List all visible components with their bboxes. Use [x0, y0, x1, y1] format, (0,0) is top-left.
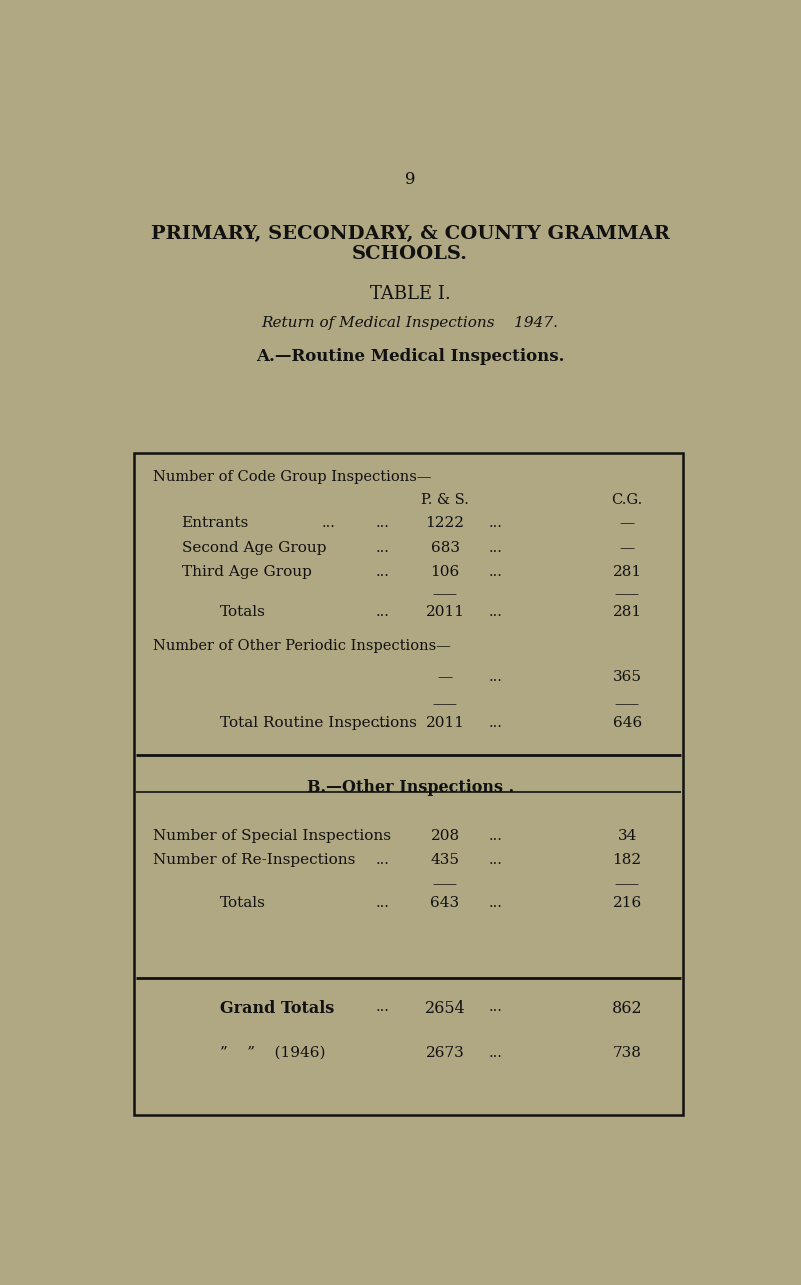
Text: 2011: 2011	[425, 605, 465, 619]
Text: ...: ...	[489, 1000, 502, 1014]
Text: ”    ”    (1946): ” ” (1946)	[220, 1046, 326, 1060]
Text: Number of Code Group Inspections—: Number of Code Group Inspections—	[153, 470, 431, 484]
Text: TABLE I.: TABLE I.	[370, 285, 450, 303]
Text: 2673: 2673	[425, 1046, 465, 1060]
Text: ...: ...	[376, 517, 390, 531]
Text: —: —	[619, 541, 634, 555]
Text: Number of Re-Inspections: Number of Re-Inspections	[153, 853, 355, 867]
Text: ——: ——	[614, 698, 640, 711]
Text: Second Age Group: Second Age Group	[182, 541, 326, 555]
Text: ...: ...	[376, 605, 390, 619]
Text: 2011: 2011	[425, 716, 465, 730]
Text: Entrants: Entrants	[182, 517, 249, 531]
Text: Return of Medical Inspections    1947.: Return of Medical Inspections 1947.	[262, 316, 558, 330]
Text: 2654: 2654	[425, 1000, 465, 1016]
Text: —: —	[619, 517, 634, 531]
Text: ...: ...	[489, 669, 502, 684]
Text: ...: ...	[489, 517, 502, 531]
Text: ...: ...	[322, 517, 336, 531]
Text: 208: 208	[430, 829, 460, 843]
Text: ...: ...	[376, 565, 390, 580]
Text: ...: ...	[489, 829, 502, 843]
Text: 646: 646	[613, 716, 642, 730]
Text: ——: ——	[614, 589, 640, 601]
Text: ...: ...	[489, 897, 502, 911]
Text: ——: ——	[614, 878, 640, 891]
Text: ——: ——	[433, 878, 457, 891]
Text: C.G.: C.G.	[611, 493, 642, 508]
Text: Third Age Group: Third Age Group	[182, 565, 312, 580]
Bar	[135, 452, 683, 1115]
Text: ...: ...	[376, 716, 390, 730]
Text: ...: ...	[489, 565, 502, 580]
Text: ...: ...	[489, 605, 502, 619]
Text: ——: ——	[433, 698, 457, 711]
Text: ...: ...	[376, 1000, 390, 1014]
Text: Number of Other Periodic Inspections—: Number of Other Periodic Inspections—	[153, 640, 451, 653]
Text: ...: ...	[489, 541, 502, 555]
Text: 1222: 1222	[425, 517, 465, 531]
Text: B.—Other Inspections .: B.—Other Inspections .	[307, 780, 513, 797]
Text: 862: 862	[612, 1000, 642, 1016]
Text: ...: ...	[489, 716, 502, 730]
Text: 216: 216	[613, 897, 642, 911]
Text: 643: 643	[430, 897, 460, 911]
Text: 435: 435	[430, 853, 460, 867]
Text: ...: ...	[489, 1046, 502, 1060]
Text: —: —	[437, 669, 453, 684]
Text: Totals: Totals	[220, 605, 266, 619]
Text: PRIMARY, SECONDARY, & COUNTY GRAMMAR: PRIMARY, SECONDARY, & COUNTY GRAMMAR	[151, 225, 670, 243]
Text: ...: ...	[376, 541, 390, 555]
Text: 106: 106	[430, 565, 460, 580]
Text: 683: 683	[430, 541, 460, 555]
Text: 34: 34	[618, 829, 637, 843]
Text: ...: ...	[489, 853, 502, 867]
Text: 365: 365	[613, 669, 642, 684]
Text: 182: 182	[613, 853, 642, 867]
Text: ——: ——	[433, 589, 457, 601]
Text: 281: 281	[613, 605, 642, 619]
Text: Grand Totals: Grand Totals	[220, 1000, 335, 1016]
Text: P. & S.: P. & S.	[421, 493, 469, 508]
Text: 738: 738	[613, 1046, 642, 1060]
Text: ...: ...	[376, 897, 390, 911]
Text: Total Routine Inspections: Total Routine Inspections	[220, 716, 417, 730]
Text: ...: ...	[376, 853, 390, 867]
Text: 281: 281	[613, 565, 642, 580]
Text: 9: 9	[405, 171, 416, 188]
Text: Totals: Totals	[220, 897, 266, 911]
Text: Number of Special Inspections: Number of Special Inspections	[153, 829, 391, 843]
Text: SCHOOLS.: SCHOOLS.	[352, 245, 468, 263]
Text: A.—Routine Medical Inspections.: A.—Routine Medical Inspections.	[256, 348, 565, 365]
